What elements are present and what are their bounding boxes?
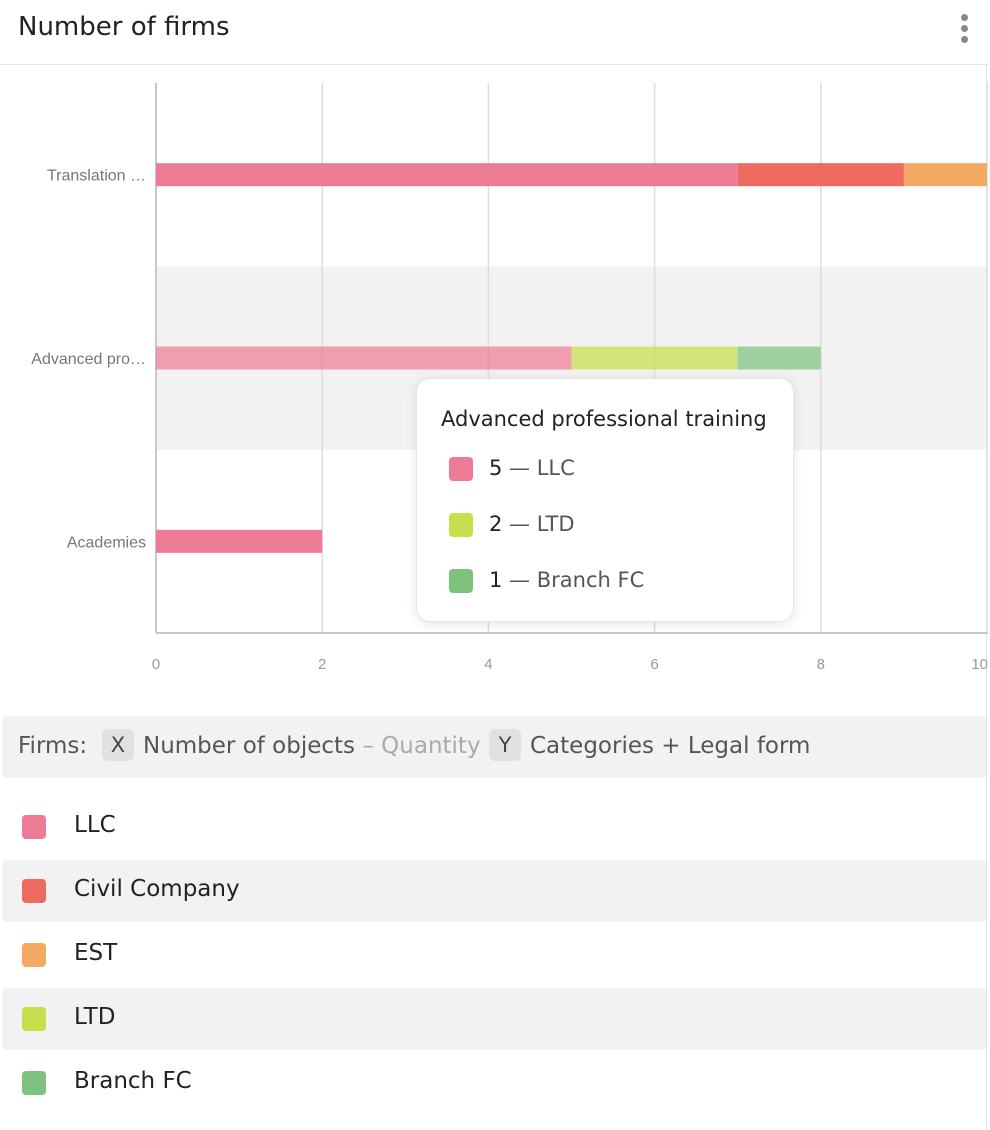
kebab-menu-icon[interactable] [950, 10, 980, 46]
legend-item-llc[interactable]: LLC [2, 796, 986, 858]
tooltip-row-text: 5 — LLC [489, 456, 575, 480]
legend-label: Branch FC [74, 1068, 192, 1094]
x-axis-field[interactable]: Number of objects – Quantity [143, 733, 481, 759]
tooltip-label: LTD [536, 512, 575, 536]
tooltip-row-text: 2 — LTD [489, 512, 575, 536]
x-tick-label: 2 [318, 656, 326, 673]
tooltip-swatch [449, 513, 473, 537]
tooltip-separator: — [502, 512, 537, 536]
x-axis-chip[interactable]: X [102, 729, 134, 761]
tooltip-value: 5 [489, 456, 503, 480]
legend-label: LLC [74, 812, 116, 838]
legend-item-branch-fc[interactable]: Branch FC [2, 1052, 986, 1114]
x-tick-label: 0 [152, 656, 160, 673]
bar-segment [737, 346, 821, 370]
menu-dot [961, 14, 968, 21]
menu-dot [961, 25, 968, 32]
legend-swatch [22, 1007, 46, 1031]
y-axis-field[interactable]: Categories + Legal form [530, 733, 811, 759]
widget-header: Number of firms [0, 0, 988, 65]
tooltip-title: Advanced professional training [441, 407, 767, 431]
tooltip-value: 1 [489, 568, 503, 592]
x-axis-aggregation: – Quantity [362, 733, 481, 759]
bar-segment [737, 163, 904, 187]
x-tick-label: 8 [817, 656, 825, 673]
x-tick-label: 4 [484, 656, 492, 673]
legend-swatch [22, 1071, 46, 1095]
tooltip-label: Branch FC [536, 568, 645, 592]
tooltip-separator: — [502, 456, 537, 480]
dataset-label: Firms: [18, 733, 88, 759]
chart-tooltip: Advanced professional training 5 — LLC 2… [416, 378, 794, 622]
y-category-label: Translation … [47, 168, 146, 185]
bar-segment [156, 346, 572, 370]
tooltip-swatch [449, 457, 473, 481]
bar-segment [903, 163, 988, 187]
legend-swatch [22, 815, 46, 839]
bar-segment [156, 529, 323, 553]
y-category-label: Advanced pro… [31, 351, 146, 368]
y-category-label: Academies [67, 534, 146, 551]
y-axis-chip[interactable]: Y [489, 729, 521, 761]
tooltip-separator: — [502, 568, 537, 592]
x-tick-label: 10 [971, 656, 988, 673]
tooltip-value: 2 [489, 512, 503, 536]
bar-segment [571, 346, 738, 370]
legend-item-est[interactable]: EST [2, 924, 986, 986]
x-tick-label: 6 [650, 656, 658, 673]
tooltip-label: LLC [536, 456, 575, 480]
menu-dot [961, 36, 968, 43]
legend-label: Civil Company [74, 876, 240, 902]
legend-item-civil-company[interactable]: Civil Company [2, 860, 986, 922]
legend-swatch [22, 879, 46, 903]
tooltip-row-text: 1 — Branch FC [489, 568, 644, 592]
widget-title: Number of firms [18, 12, 230, 42]
legend-label: EST [74, 940, 118, 966]
x-axis-label: Number of objects [143, 733, 356, 759]
tooltip-swatch [449, 569, 473, 593]
legend-swatch [22, 943, 46, 967]
axis-settings-bar: Firms: X Number of objects – Quantity Y … [2, 716, 986, 778]
legend-label: LTD [74, 1004, 116, 1030]
legend-item-ltd[interactable]: LTD [2, 988, 986, 1050]
bar-segment [156, 163, 738, 187]
